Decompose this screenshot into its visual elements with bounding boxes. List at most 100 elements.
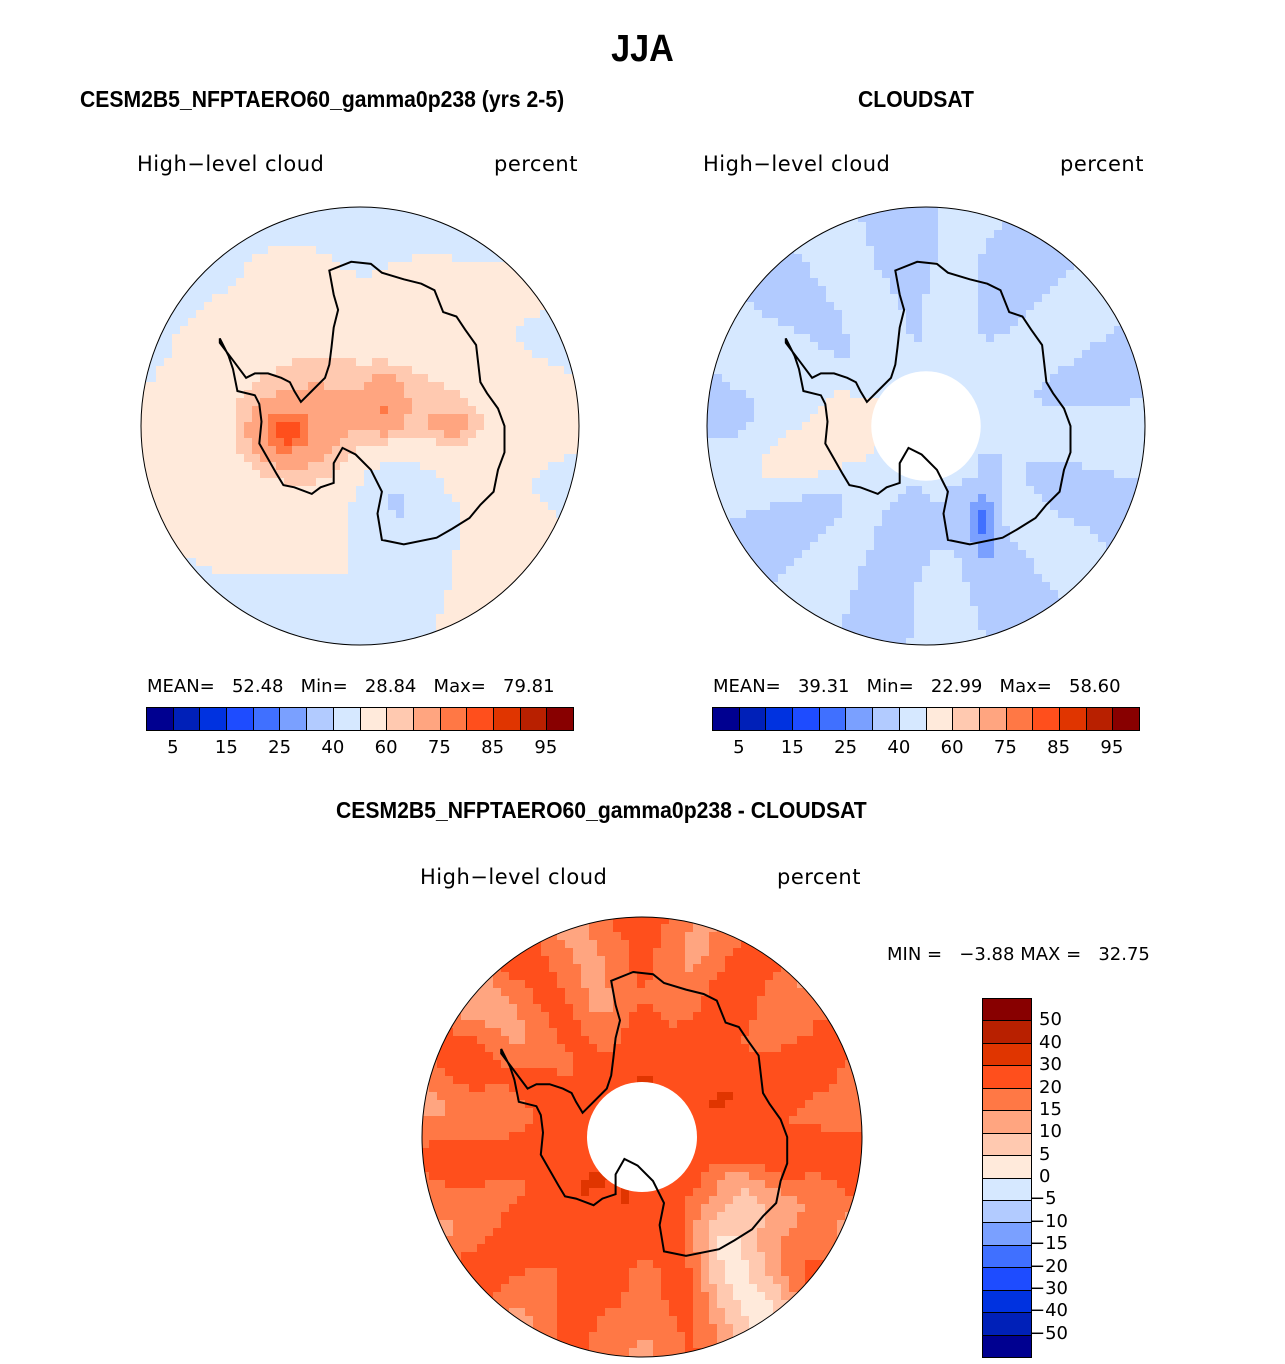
contour-cell: [364, 270, 373, 279]
contour-cell: [180, 230, 189, 239]
contour-cell: [332, 406, 341, 415]
contour-cell: [484, 606, 493, 615]
contour-cell: [906, 342, 915, 351]
contour-cell: [1074, 406, 1083, 415]
contour-cell: [810, 286, 819, 295]
contour-cell: [164, 374, 173, 383]
contour-cell: [324, 350, 333, 359]
contour-cell: [156, 310, 165, 319]
contour-cell: [1130, 326, 1139, 335]
contour-cell: [906, 358, 915, 367]
contour-cell: [484, 414, 493, 423]
contour-cell: [372, 590, 381, 599]
contour-cell: [324, 606, 333, 615]
contour-cell: [994, 422, 1003, 431]
contour-cell: [1026, 278, 1035, 287]
contour-cell: [372, 342, 381, 351]
contour-cell: [516, 470, 525, 479]
contour-cell: [730, 438, 739, 447]
contour-cell: [228, 566, 237, 575]
contour-cell: [794, 334, 803, 343]
contour-cell: [826, 374, 835, 383]
contour-cell: [556, 398, 565, 407]
contour-cell: [540, 207, 549, 215]
contour-cell: [516, 278, 525, 287]
contour-cell: [356, 207, 365, 215]
contour-cell: [866, 318, 875, 327]
contour-cell: [332, 246, 341, 255]
contour-cell: [340, 390, 349, 399]
contour-cell: [946, 478, 955, 487]
contour-cell: [141, 582, 149, 591]
contour-cell: [452, 494, 461, 503]
contour-cell: [548, 318, 557, 327]
contour-cell: [882, 478, 891, 487]
contour-cell: [1034, 358, 1043, 367]
contour-cell: [762, 222, 771, 231]
contour-cell: [1066, 358, 1075, 367]
contour-cell: [252, 430, 261, 439]
contour-cell: [986, 350, 995, 359]
contour-cell: [372, 558, 381, 567]
contour-cell: [268, 374, 277, 383]
contour-cell: [1042, 334, 1051, 343]
contour-cell: [292, 278, 301, 287]
contour-cell: [548, 598, 557, 607]
contour-cell: [524, 446, 533, 455]
contour-cell: [1018, 310, 1027, 319]
colorbar-swatch: [253, 708, 281, 730]
contour-cell: [778, 278, 787, 287]
contour-cell: [810, 334, 819, 343]
contour-cell: [882, 342, 891, 351]
contour-cell: [292, 430, 301, 439]
contour-cell: [292, 398, 301, 407]
contour-cell: [1122, 350, 1131, 359]
contour-cell: [260, 366, 269, 375]
contour-cell: [356, 350, 365, 359]
contour-cell: [268, 334, 277, 343]
contour-cell: [324, 622, 333, 631]
contour-cell: [268, 318, 277, 327]
contour-cell: [1042, 207, 1051, 215]
contour-cell: [420, 462, 429, 471]
contour-cell: [540, 286, 549, 295]
contour-cell: [364, 278, 373, 287]
contour-cell: [810, 382, 819, 391]
contour-cell: [866, 422, 875, 431]
contour-cell: [252, 446, 261, 455]
contour-cell: [1114, 254, 1123, 263]
contour-cell: [404, 214, 413, 223]
contour-cell: [156, 486, 165, 495]
contour-cell: [428, 334, 437, 343]
contour-cell: [898, 286, 907, 295]
contour-cell: [236, 534, 245, 543]
contour-cell: [164, 454, 173, 463]
contour-cell: [722, 230, 731, 239]
contour-cell: [548, 278, 557, 287]
contour-cell: [156, 478, 165, 487]
contour-cell: [196, 638, 205, 645]
contour-cell: [914, 302, 923, 311]
contour-cell: [500, 558, 509, 567]
contour-cell: [260, 278, 269, 287]
contour-cell: [866, 454, 875, 463]
contour-cell: [284, 638, 293, 645]
contour-cell: [172, 350, 181, 359]
contour-cell: [1018, 262, 1027, 271]
contour-cell: [468, 358, 477, 367]
contour-cell: [180, 502, 189, 511]
contour-cell: [380, 478, 389, 487]
contour-cell: [962, 238, 971, 247]
contour-cell: [786, 270, 795, 279]
contour-cell: [714, 454, 723, 463]
contour-cell: [802, 254, 811, 263]
polar-map-obs: [706, 206, 1146, 646]
contour-cell: [164, 526, 173, 535]
contour-cell: [842, 366, 851, 375]
contour-cell: [882, 366, 891, 375]
contour-cell: [300, 398, 309, 407]
contour-cell: [188, 430, 197, 439]
contour-cell: [492, 414, 501, 423]
contour-cell: [922, 214, 931, 223]
contour-cell: [1058, 214, 1067, 223]
